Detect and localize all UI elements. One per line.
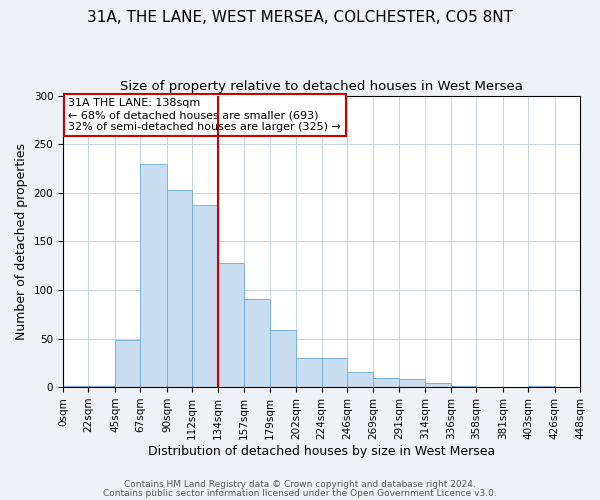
Text: 31A THE LANE: 138sqm
← 68% of detached houses are smaller (693)
32% of semi-deta: 31A THE LANE: 138sqm ← 68% of detached h… (68, 98, 341, 132)
Bar (451, 386, 476, 387)
Bar (528, 386, 554, 387)
Bar (218, 262, 244, 387)
Bar (322, 358, 347, 387)
Bar (63, 386, 88, 387)
Bar (373, 378, 399, 387)
Bar (399, 380, 425, 387)
Bar (296, 358, 322, 387)
Text: Contains HM Land Registry data © Crown copyright and database right 2024.: Contains HM Land Registry data © Crown c… (124, 480, 476, 489)
Bar (115, 340, 140, 387)
Bar (88, 386, 115, 387)
Bar (140, 164, 167, 387)
Text: 31A, THE LANE, WEST MERSEA, COLCHESTER, CO5 8NT: 31A, THE LANE, WEST MERSEA, COLCHESTER, … (87, 10, 513, 25)
Bar (425, 383, 451, 387)
Bar (347, 372, 373, 387)
Text: Contains public sector information licensed under the Open Government Licence v3: Contains public sector information licen… (103, 488, 497, 498)
Title: Size of property relative to detached houses in West Mersea: Size of property relative to detached ho… (120, 80, 523, 93)
X-axis label: Distribution of detached houses by size in West Mersea: Distribution of detached houses by size … (148, 444, 495, 458)
Bar (167, 190, 192, 387)
Bar (244, 298, 269, 387)
Y-axis label: Number of detached properties: Number of detached properties (15, 143, 28, 340)
Bar (269, 330, 296, 387)
Bar (192, 206, 218, 387)
